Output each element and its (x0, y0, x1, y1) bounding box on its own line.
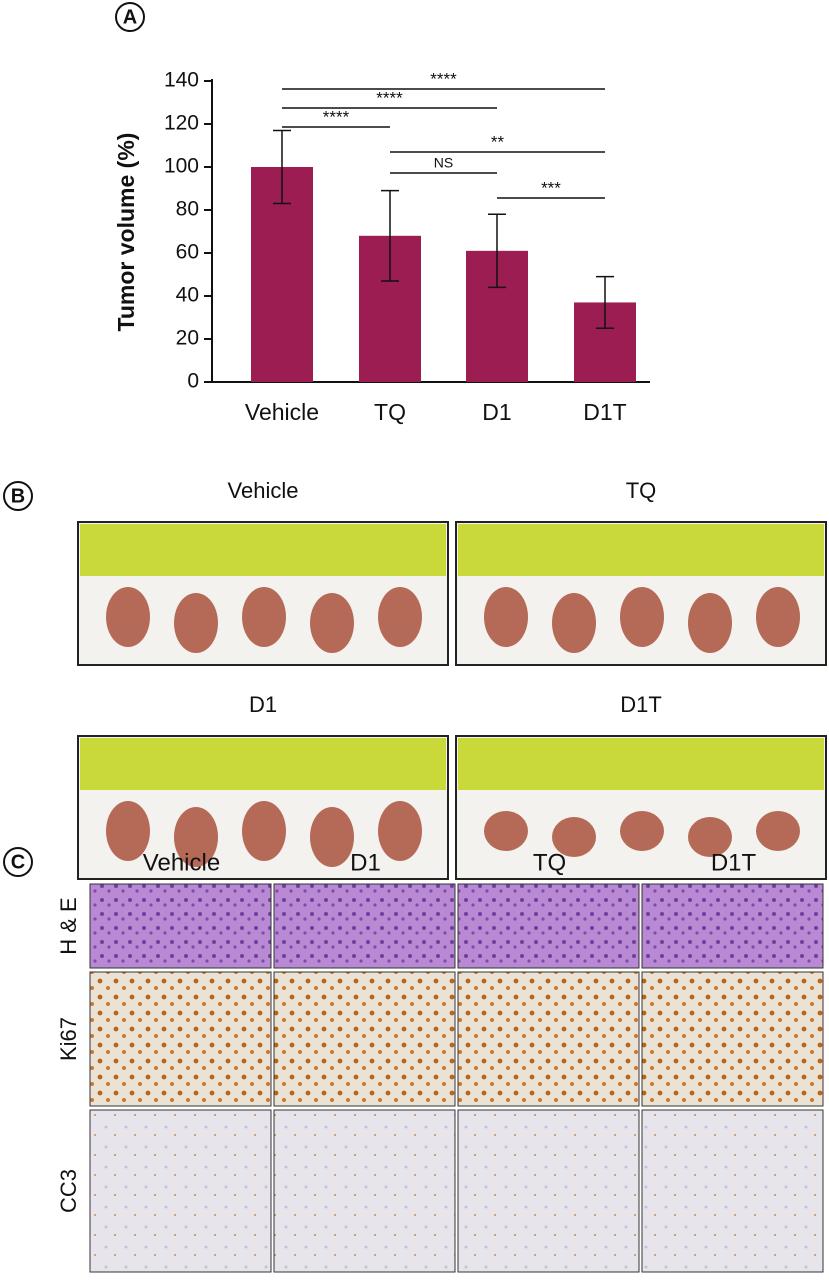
significance-label: **** (430, 69, 457, 88)
photo-tumor (174, 807, 218, 867)
y-tick-label: 20 (176, 327, 199, 350)
x-tick-label: Vehicle (245, 399, 319, 425)
photo-title: Vehicle (228, 478, 299, 503)
y-axis-label: Tumor volume (%) (113, 133, 139, 332)
row-label: CC3 (56, 1169, 81, 1213)
significance-label: *** (541, 178, 561, 197)
histology-image (89, 883, 272, 969)
column-title: TQ (533, 849, 566, 876)
error-bar (488, 213, 506, 289)
error-bar (596, 275, 614, 329)
error-bar (381, 189, 399, 282)
photo-title: D1T (620, 692, 662, 717)
row-label: Ki67 (56, 1017, 81, 1061)
photo-ruler (80, 738, 446, 790)
panel-label: A (123, 6, 137, 28)
panel-label: C (11, 851, 25, 873)
photo-tumor (378, 801, 422, 861)
panel-circle (3, 847, 33, 877)
x-tick-label: TQ (374, 399, 406, 425)
photo-tumor (174, 593, 218, 653)
photo-tumor (688, 593, 732, 653)
photo-tumor (310, 593, 354, 653)
y-tick-label: 0 (187, 370, 199, 393)
photo-ruler (458, 738, 824, 790)
y-tick-label: 40 (176, 284, 199, 307)
significance-label: **** (376, 88, 403, 107)
photo-tumor (620, 811, 664, 851)
y-tick-label: 120 (164, 112, 199, 135)
histology-image (457, 1109, 640, 1273)
histology-image (89, 1109, 272, 1273)
x-tick-label: D1T (583, 399, 626, 425)
histology-image (273, 971, 456, 1107)
significance-label: ** (491, 132, 505, 151)
y-tick-label: 140 (164, 69, 199, 92)
panel-circle (3, 481, 33, 511)
histology-image (641, 1109, 824, 1273)
y-tick-label: 100 (164, 155, 199, 178)
column-title: D1T (711, 849, 757, 876)
photo-tumor (106, 587, 150, 647)
significance-label: **** (323, 107, 350, 126)
photo-tumor (756, 587, 800, 647)
photo-tumor (310, 807, 354, 867)
photo-tumor (484, 811, 528, 851)
photo-tumor (242, 801, 286, 861)
histology-image (273, 883, 456, 969)
significance-label: NS (434, 155, 453, 171)
y-tick-label: 80 (176, 198, 199, 221)
histology-image (89, 971, 272, 1107)
photo-tumor (552, 817, 596, 857)
photo-tumor (756, 811, 800, 851)
column-title: Vehicle (143, 849, 220, 876)
photo-tumor (552, 593, 596, 653)
photo-tumor (242, 587, 286, 647)
panel-label: B (11, 485, 25, 507)
photo-ruler (80, 524, 446, 576)
histology-image (641, 883, 824, 969)
panel-circle (115, 2, 145, 32)
row-label: H & E (56, 897, 81, 954)
photo-tumor (106, 801, 150, 861)
photo-tumor (484, 587, 528, 647)
histology-image (641, 971, 824, 1107)
photo-tumor (378, 587, 422, 647)
photo-title: TQ (626, 478, 657, 503)
histology-image (457, 971, 640, 1107)
column-title: D1 (350, 849, 381, 876)
y-tick-label: 60 (176, 241, 199, 264)
histology-image (457, 883, 640, 969)
photo-tumor (620, 587, 664, 647)
histology-image (273, 1109, 456, 1273)
photo-tumor (688, 817, 732, 857)
photo-title: D1 (249, 692, 277, 717)
error-bar (273, 129, 291, 205)
x-tick-label: D1 (482, 399, 511, 425)
photo-ruler (458, 524, 824, 576)
